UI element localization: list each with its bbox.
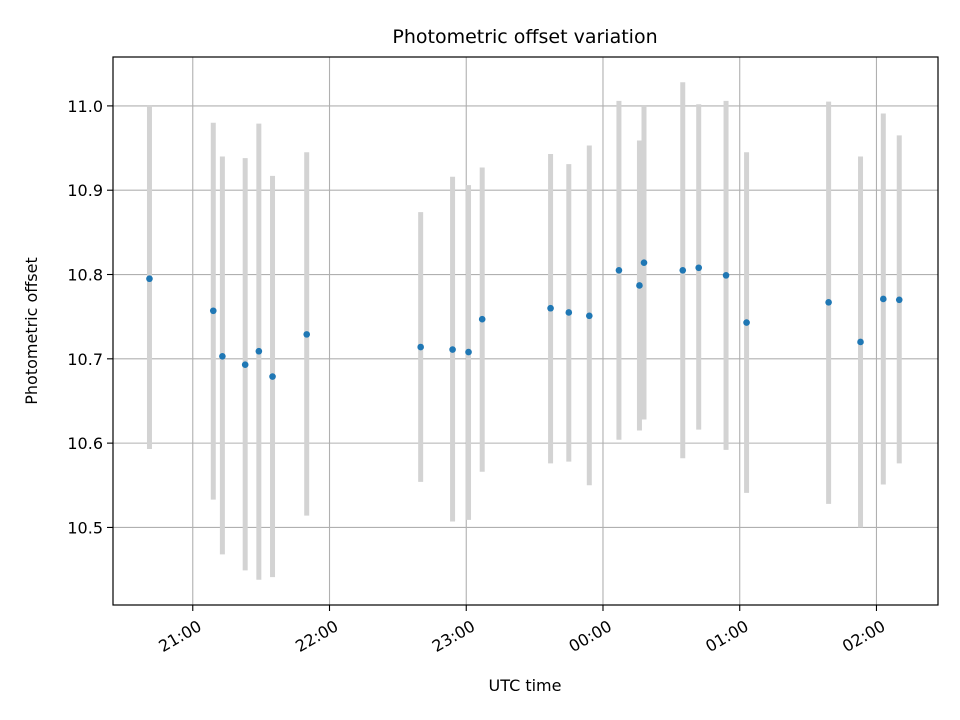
y-axis-ticks: 10.5 10.6 10.7 10.8 10.9 11.0 xyxy=(67,97,113,537)
data-point xyxy=(679,266,687,274)
grid xyxy=(113,57,938,605)
data-point xyxy=(825,299,832,306)
data-point xyxy=(857,338,864,346)
data-point xyxy=(417,343,424,351)
data-point xyxy=(880,295,887,303)
data-point xyxy=(465,348,472,356)
data-point xyxy=(255,347,263,355)
y-tick-label: 10.6 xyxy=(67,434,103,453)
data-point xyxy=(640,259,648,267)
data-point xyxy=(695,264,703,272)
data-point xyxy=(547,304,554,312)
y-axis-label: Photometric offset xyxy=(22,257,41,405)
data-point xyxy=(219,352,226,360)
data-point xyxy=(449,346,456,353)
data-point xyxy=(586,312,593,320)
y-tick-label: 10.9 xyxy=(67,181,103,200)
y-tick-label: 11.0 xyxy=(67,97,103,116)
y-tick-label: 10.8 xyxy=(67,266,103,285)
data-point xyxy=(146,275,153,283)
data-point xyxy=(565,309,573,316)
data-point xyxy=(895,296,903,304)
data-point xyxy=(743,319,750,326)
data-point xyxy=(241,361,249,369)
data-point xyxy=(615,266,623,274)
y-tick-label: 10.7 xyxy=(67,350,103,369)
plot-frame xyxy=(112,56,939,606)
data-point xyxy=(722,272,730,279)
chart-title: Photometric offset variation xyxy=(392,26,657,48)
data-point xyxy=(478,315,486,323)
data-point xyxy=(636,282,643,289)
data-point xyxy=(209,307,217,315)
x-axis-label: UTC time xyxy=(489,676,562,695)
data-point xyxy=(303,331,311,338)
y-tick-label: 10.5 xyxy=(67,518,103,537)
data-points xyxy=(146,259,903,380)
data-point xyxy=(269,373,276,380)
